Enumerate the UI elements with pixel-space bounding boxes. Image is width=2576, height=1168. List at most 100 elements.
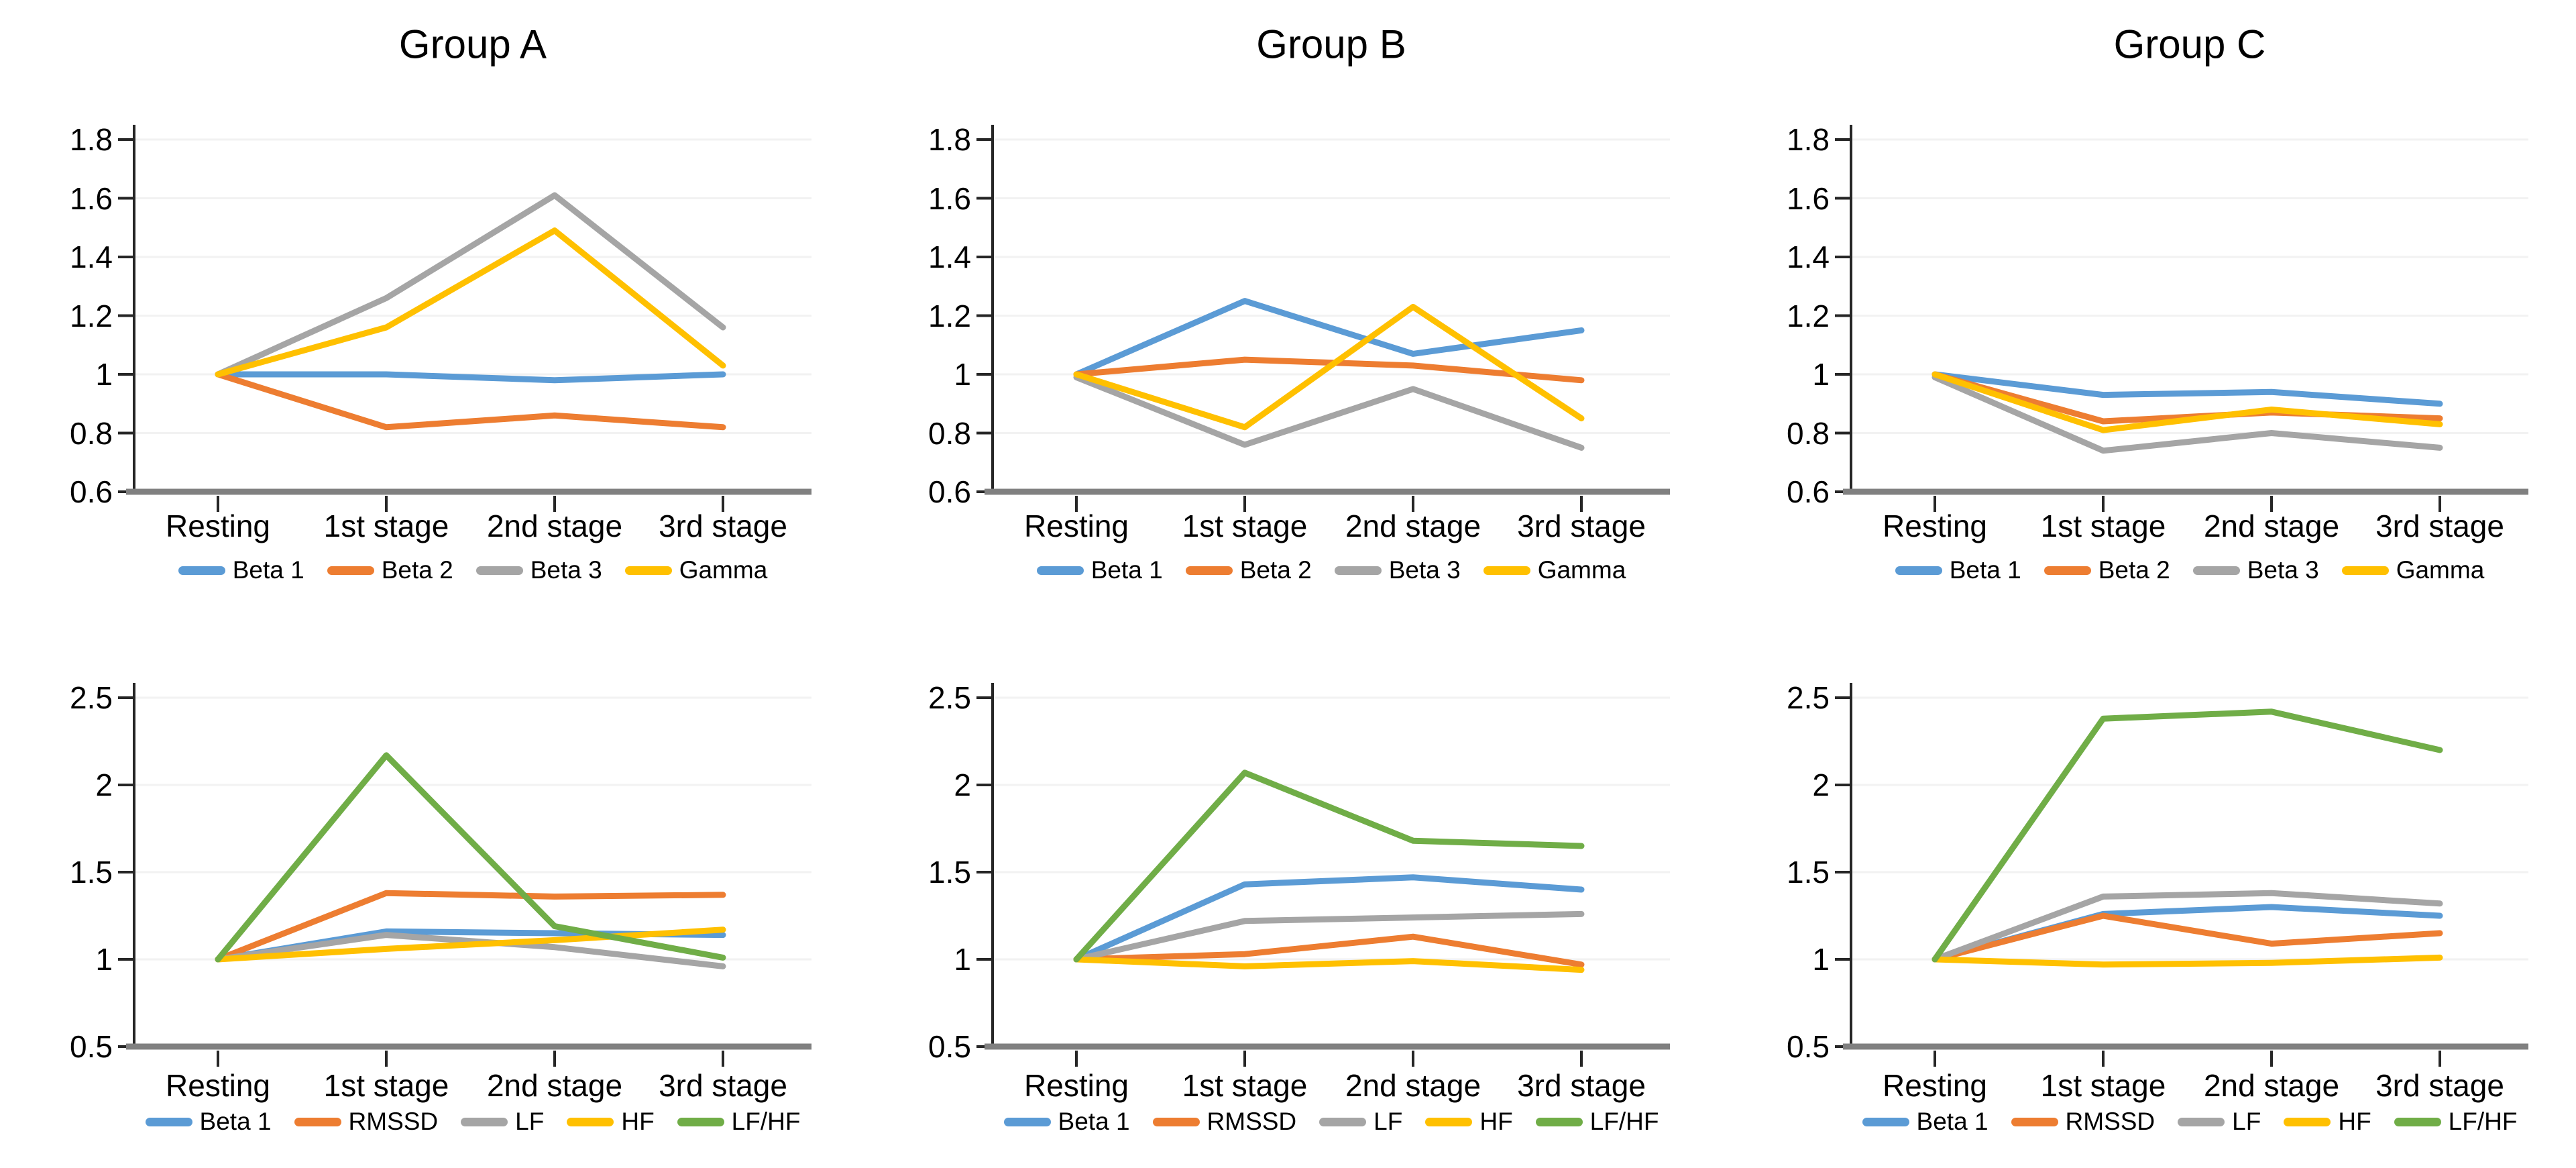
series-line-beta-3 — [215, 192, 726, 378]
x-tick-label: Resting — [1024, 509, 1129, 543]
y-tick-label: 0.8 — [70, 415, 113, 451]
y-tick-label: 0.8 — [1787, 415, 1830, 451]
x-tick-label: 2nd stage — [486, 1068, 623, 1103]
y-tick-label: 2 — [954, 767, 971, 802]
chart-title: Group B — [1256, 21, 1406, 67]
x-tick-label: 1st stage — [1182, 509, 1308, 543]
y-tick-label: 1 — [954, 357, 971, 392]
legend-swatch-icon — [1895, 566, 1942, 575]
legend-item-beta-1: Beta 1 — [1862, 1108, 1989, 1136]
x-tick-label: Resting — [1883, 1068, 1987, 1103]
y-tick-label: 1 — [1812, 942, 1830, 977]
legend-item-gamma: Gamma — [1483, 556, 1626, 584]
legend-swatch-icon — [2192, 566, 2240, 575]
legend-label: Beta 1 — [232, 556, 304, 584]
x-tick-label: 2nd stage — [486, 509, 623, 543]
y-tick-label: 1.8 — [1787, 122, 1830, 157]
y-tick-label: 1.8 — [928, 122, 971, 157]
legend-label: LF — [1374, 1108, 1403, 1135]
x-tick-label: 3rd stage — [1517, 1068, 1646, 1103]
legend-item-lf: LF — [461, 1108, 544, 1136]
series-line-rmssd — [1073, 933, 1585, 968]
x-tick-label: 3rd stage — [659, 1068, 787, 1103]
x-tick-label: 3rd stage — [2375, 509, 2504, 543]
chart-plot-area — [1835, 125, 2528, 512]
chart-hrv-group-c: 0.5 1 1.5 2 2.5 Resting 1st stage 2nd stage 3rd … — [1717, 584, 2576, 1168]
x-tick-label: 1st stage — [1182, 1068, 1308, 1103]
y-tick-label: 1.2 — [70, 298, 113, 333]
chart-plot-area — [976, 683, 1670, 1067]
legend-label: LF/HF — [2448, 1108, 2518, 1135]
series-line-hf — [1931, 954, 2443, 968]
x-tick-label: 2nd stage — [1345, 1068, 1481, 1103]
legend-item-beta-2: Beta 2 — [327, 556, 453, 584]
y-tick-label: 1 — [95, 357, 113, 392]
legend-swatch-icon — [677, 1117, 724, 1126]
y-tick-label: 1 — [954, 942, 971, 977]
legend-label: RMSSD — [348, 1108, 439, 1135]
series-line-lf-hf — [215, 752, 726, 963]
legend-swatch-icon — [1862, 1117, 1909, 1126]
legend-item-rmssd: RMSSD — [1152, 1108, 1296, 1136]
legend-swatch-icon — [1003, 1117, 1051, 1126]
series-line-beta-2 — [1073, 356, 1585, 384]
x-tick-label: Resting — [1024, 1068, 1129, 1103]
legend-label: HF — [1479, 1108, 1513, 1135]
chart-legend: Beta 1 Beta 2 Beta 3 Gamma — [1811, 550, 2569, 590]
y-tick-label: 0.6 — [70, 474, 113, 509]
series-line-gamma — [1931, 371, 2443, 433]
x-tick-label: 3rd stage — [1517, 509, 1646, 543]
chart-hrv-group-a: 0.5 1 1.5 2 2.5 Resting 1st stage 2nd stage 3rd … — [0, 584, 859, 1168]
y-tick-label: 1.8 — [70, 122, 113, 157]
chart-plot-area — [1835, 683, 2528, 1067]
series-line-lf-hf — [1931, 708, 2443, 963]
legend-item-beta-3: Beta 3 — [2192, 556, 2319, 584]
y-tick-label: 1.4 — [70, 240, 113, 274]
legend-swatch-icon — [1185, 566, 1233, 575]
legend-item-beta-1: Beta 1 — [145, 1108, 272, 1136]
y-tick-label: 0.6 — [1787, 474, 1830, 509]
chart-eeg-group-b: Group B 0.6 0.8 1 1.2 1.4 1.6 1.8 Resting 1st st… — [858, 0, 1718, 584]
y-tick-label: 2 — [95, 767, 113, 802]
legend-swatch-icon — [1425, 1117, 1473, 1126]
legend-item-gamma: Gamma — [624, 556, 767, 584]
series-line-beta-1 — [215, 371, 726, 384]
y-tick-label: 0.5 — [70, 1029, 113, 1064]
legend-swatch-icon — [1319, 1117, 1367, 1126]
legend-swatch-icon — [2394, 1117, 2441, 1126]
legend-label: Gamma — [2396, 556, 2485, 584]
y-tick-label: 1 — [95, 942, 113, 977]
legend-item-rmssd: RMSSD — [2011, 1108, 2155, 1136]
chart-title: Group A — [398, 21, 547, 67]
chart-plot-area — [976, 125, 1670, 512]
legend-item-beta-2: Beta 2 — [2043, 556, 2170, 584]
series-line-beta-3 — [1073, 374, 1585, 451]
legend-label: Beta 1 — [1916, 1108, 1989, 1135]
legend-label: Beta 1 — [1090, 556, 1163, 584]
y-tick-label: 1.6 — [1787, 180, 1830, 216]
chart-legend: Beta 1 Beta 2 Beta 3 Gamma — [952, 550, 1710, 590]
series-line-rmssd — [1931, 912, 2443, 963]
y-tick-label: 2.5 — [70, 680, 113, 715]
y-tick-label: 1.5 — [928, 855, 971, 890]
x-tick-label: 1st stage — [323, 509, 449, 543]
legend-item-rmssd: RMSSD — [294, 1108, 439, 1136]
legend-swatch-icon — [1535, 1117, 1583, 1126]
legend-label: Gamma — [1537, 556, 1626, 584]
legend-item-beta-1: Beta 1 — [1036, 556, 1163, 584]
legend-swatch-icon — [1334, 566, 1382, 575]
legend-item-beta-2: Beta 2 — [1185, 556, 1312, 584]
y-tick-label: 0.5 — [928, 1029, 971, 1064]
x-tick-label: Resting — [166, 509, 270, 543]
x-tick-label: 1st stage — [2040, 509, 2166, 543]
series-line-beta-1 — [1073, 874, 1585, 963]
legend-swatch-icon — [2178, 1117, 2225, 1126]
legend-swatch-icon — [567, 1117, 614, 1126]
series-line-hf — [1073, 956, 1585, 973]
y-tick-label: 1.5 — [1787, 855, 1830, 890]
legend-label: HF — [621, 1108, 655, 1135]
legend-swatch-icon — [1152, 1117, 1200, 1126]
legend-item-lf-hf: LF/HF — [2394, 1108, 2518, 1136]
x-tick-label: 1st stage — [2040, 1068, 2166, 1103]
legend-swatch-icon — [1483, 566, 1530, 575]
